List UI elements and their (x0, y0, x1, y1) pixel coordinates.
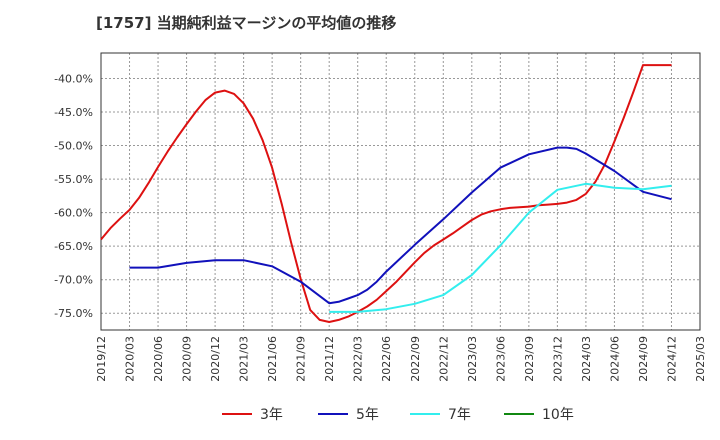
x-tick-label: 2023/06 (494, 336, 507, 382)
legend-item: 3年 (222, 402, 283, 426)
legend-label: 5年 (356, 407, 379, 423)
y-tick-label: -55.0% (54, 173, 93, 186)
x-tick-label: 2020/09 (181, 336, 194, 382)
y-tick-label: -50.0% (54, 140, 93, 153)
y-tick-label: -75.0% (54, 307, 93, 320)
series-line-2 (129, 146, 672, 305)
y-tick-label: -70.0% (54, 274, 93, 287)
x-tick-label: 2025/03 (694, 336, 707, 382)
legend-swatch (410, 413, 440, 415)
plot-area (100, 52, 701, 331)
grid-lines (101, 53, 700, 330)
x-tick-label: 2020/12 (209, 336, 222, 382)
y-tick-label: -65.0% (54, 240, 93, 253)
x-tick-label: 2022/03 (352, 336, 365, 382)
legend-swatch (318, 413, 348, 415)
x-tick-label: 2022/09 (409, 336, 422, 382)
x-tick-label: 2022/12 (437, 336, 450, 382)
series-line-3 (329, 182, 672, 313)
x-tick-label: 2024/06 (608, 336, 621, 382)
series-line-1 (100, 64, 672, 323)
y-tick-label: -45.0% (54, 106, 93, 119)
legend-item: 10年 (504, 402, 574, 426)
y-axis-ticks: -40.0% -45.0% -50.0% -55.0% -60.0% -65.0% -70.… (54, 72, 93, 320)
legend-label: 7年 (448, 407, 471, 423)
x-tick-label: 2023/03 (466, 336, 479, 382)
chart-title: [1757] 当期純利益マージンの平均値の推移 (96, 14, 397, 32)
x-tick-label: 2024/03 (580, 336, 593, 382)
x-tick-label: 2021/12 (323, 336, 336, 382)
legend-swatch (504, 413, 534, 415)
legend-swatch (222, 413, 252, 415)
x-tick-label: 2024/12 (665, 336, 678, 382)
x-tick-label: 2020/03 (124, 336, 137, 382)
x-tick-label: 2024/09 (637, 336, 650, 382)
legend-item: 5年 (318, 402, 379, 426)
legend: 3年 5年 7年 10年 (0, 402, 720, 426)
x-tick-label: 2022/06 (380, 336, 393, 382)
y-tick-label: -40.0% (54, 72, 93, 85)
series-lines (100, 64, 672, 323)
legend-label: 10年 (542, 407, 574, 423)
legend-label: 3年 (260, 407, 283, 423)
x-tick-label: 2021/09 (295, 336, 308, 382)
x-tick-label: 2023/09 (523, 336, 536, 382)
x-tick-label: 2019/12 (95, 336, 108, 382)
legend-item: 7年 (410, 402, 471, 426)
x-tick-label: 2021/03 (238, 336, 251, 382)
x-tick-label: 2020/06 (152, 336, 165, 382)
x-tick-label: 2023/12 (551, 336, 564, 382)
x-axis-ticks: 2019/12 2020/03 2020/06 2020/09 2020/12 2021/… (95, 336, 707, 382)
x-tick-label: 2021/06 (266, 336, 279, 382)
y-tick-label: -60.0% (54, 207, 93, 220)
